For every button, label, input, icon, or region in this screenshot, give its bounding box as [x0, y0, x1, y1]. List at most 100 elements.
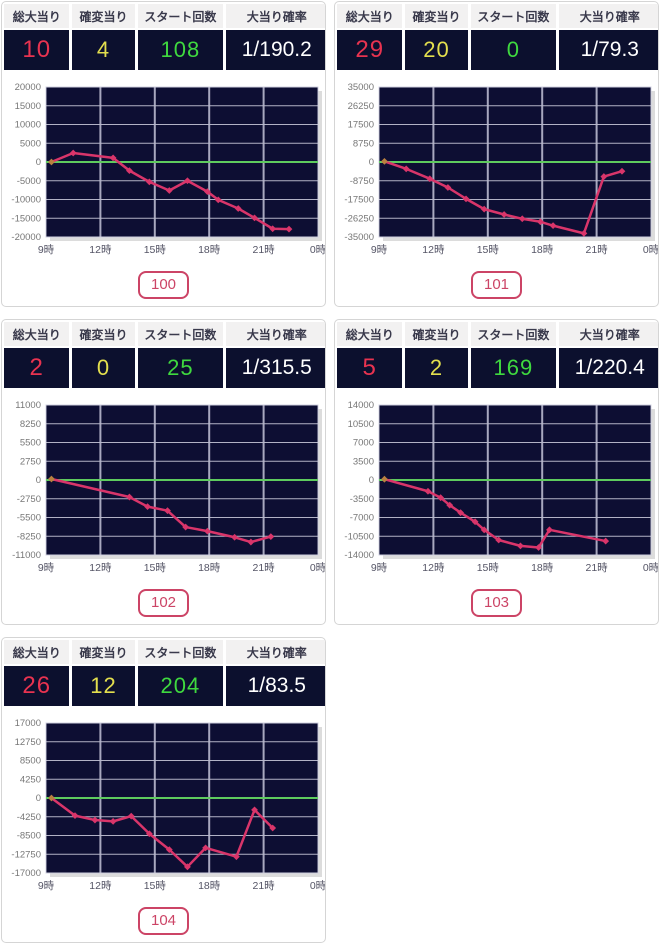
header-kakuhen-hits: 確変当り — [405, 4, 468, 28]
svg-text:12時: 12時 — [89, 244, 112, 256]
svg-text:-15000: -15000 — [11, 213, 41, 224]
svg-text:18時: 18時 — [198, 562, 221, 574]
header-start-count: スタート回数 — [137, 322, 224, 346]
header-jackpot-rate: 大当り確率 — [226, 4, 325, 28]
header-kakuhen-hits: 確変当り — [72, 640, 135, 664]
stat-start-count: 25 — [137, 348, 224, 388]
stats-table: 総大当り 確変当り スタート回数 大当り確率 10 4 108 1/190.2 — [4, 4, 325, 70]
payout-line-chart: 11000 8250 5500 2750 0 -2750 -5500 -8250 -110009… — [12, 400, 326, 574]
svg-text:35000: 35000 — [348, 82, 374, 93]
stat-total-jackpots: 5 — [337, 348, 403, 388]
svg-text:8250: 8250 — [20, 419, 41, 430]
svg-text:0時: 0時 — [643, 562, 659, 574]
svg-text:4250: 4250 — [20, 774, 41, 785]
machine-panel: 総大当り 確変当り スタート回数 大当り確率 26 12 204 1/83.5 … — [1, 637, 326, 943]
header-total-jackpots: 総大当り — [337, 322, 403, 346]
svg-text:9時: 9時 — [38, 244, 55, 256]
svg-text:9時: 9時 — [371, 562, 388, 574]
badge-row: 103 — [337, 589, 656, 617]
svg-text:8750: 8750 — [353, 138, 374, 149]
badge-row: 100 — [4, 271, 323, 299]
svg-text:10000: 10000 — [15, 120, 41, 131]
svg-text:-10500: -10500 — [344, 531, 374, 542]
svg-text:3500: 3500 — [353, 456, 374, 467]
svg-text:-10000: -10000 — [11, 195, 41, 206]
svg-text:0: 0 — [369, 157, 374, 168]
stats-table: 総大当り 確変当り スタート回数 大当り確率 26 12 204 1/83.5 — [4, 640, 325, 706]
svg-text:17500: 17500 — [348, 120, 374, 131]
header-start-count: スタート回数 — [470, 322, 557, 346]
svg-text:2750: 2750 — [20, 456, 41, 467]
svg-text:-2750: -2750 — [17, 494, 41, 505]
header-start-count: スタート回数 — [470, 4, 557, 28]
svg-text:-4250: -4250 — [17, 812, 41, 823]
svg-text:11000: 11000 — [15, 400, 41, 411]
stat-total-jackpots: 26 — [4, 666, 70, 706]
svg-text:-7000: -7000 — [350, 513, 374, 524]
stat-start-count: 0 — [470, 30, 557, 70]
header-start-count: スタート回数 — [137, 640, 224, 664]
svg-text:0: 0 — [36, 157, 41, 168]
machine-number-badge[interactable]: 100 — [137, 271, 190, 299]
svg-text:7000: 7000 — [353, 438, 374, 449]
machine-number-badge[interactable]: 101 — [470, 271, 523, 299]
payout-line-chart: 35000 26250 17500 8750 0 -8750 -17500 -26250 -35… — [344, 82, 658, 256]
stat-jackpot-rate: 1/315.5 — [226, 348, 325, 388]
svg-text:-5000: -5000 — [17, 176, 41, 187]
svg-text:0時: 0時 — [310, 562, 326, 574]
svg-text:18時: 18時 — [531, 244, 554, 256]
header-jackpot-rate: 大当り確率 — [559, 322, 658, 346]
payout-line-chart: 17000 12750 8500 4250 0 -4250 -8500 -12750 -1700… — [11, 718, 325, 892]
svg-text:-12750: -12750 — [11, 849, 41, 860]
svg-text:-35000: -35000 — [344, 232, 374, 243]
svg-text:21時: 21時 — [586, 244, 609, 256]
svg-text:15000: 15000 — [15, 101, 41, 112]
machine-number-badge[interactable]: 102 — [137, 589, 190, 617]
machine-number-badge[interactable]: 103 — [470, 589, 523, 617]
svg-text:-8750: -8750 — [350, 176, 374, 187]
payout-line-chart: 20000 15000 10000 5000 0 -5000 -10000 -15000 -20… — [11, 82, 325, 256]
svg-text:17000: 17000 — [15, 718, 41, 729]
svg-text:15時: 15時 — [144, 880, 167, 892]
payout-line-chart: 14000 10500 7000 3500 0 -3500 -7000 -10500 -1400… — [344, 400, 659, 574]
svg-text:12時: 12時 — [422, 244, 445, 256]
svg-text:-3500: -3500 — [350, 494, 374, 505]
stat-kakuhen-hits: 0 — [72, 348, 135, 388]
svg-text:20000: 20000 — [15, 82, 41, 93]
header-kakuhen-hits: 確変当り — [72, 4, 135, 28]
stats-table: 総大当り 確変当り スタート回数 大当り確率 5 2 169 1/220.4 — [337, 322, 658, 388]
svg-text:15時: 15時 — [144, 244, 167, 256]
machine-panel: 総大当り 確変当り スタート回数 大当り確率 10 4 108 1/190.2 … — [1, 1, 326, 307]
badge-row: 104 — [4, 907, 323, 935]
svg-text:-17500: -17500 — [344, 195, 374, 206]
header-kakuhen-hits: 確変当り — [405, 322, 468, 346]
stat-start-count: 108 — [137, 30, 224, 70]
machine-panel: 総大当り 確変当り スタート回数 大当り確率 29 20 0 1/79.3 35… — [334, 1, 659, 307]
stat-start-count: 204 — [137, 666, 224, 706]
svg-text:15時: 15時 — [477, 244, 500, 256]
stat-jackpot-rate: 1/220.4 — [559, 348, 658, 388]
stat-jackpot-rate: 1/190.2 — [226, 30, 325, 70]
svg-text:21時: 21時 — [586, 562, 609, 574]
svg-text:12時: 12時 — [89, 880, 112, 892]
svg-text:0: 0 — [369, 475, 374, 486]
stat-jackpot-rate: 1/83.5 — [226, 666, 325, 706]
badge-row: 102 — [4, 589, 323, 617]
machine-panel: 総大当り 確変当り スタート回数 大当り確率 2 0 25 1/315.5 11… — [1, 319, 326, 625]
machine-number-badge[interactable]: 104 — [137, 907, 190, 935]
stats-table: 総大当り 確変当り スタート回数 大当り確率 2 0 25 1/315.5 — [4, 322, 325, 388]
svg-text:10500: 10500 — [348, 419, 374, 430]
stat-total-jackpots: 10 — [4, 30, 70, 70]
svg-text:5500: 5500 — [20, 438, 41, 449]
machine-panel: 総大当り 確変当り スタート回数 大当り確率 5 2 169 1/220.4 1… — [334, 319, 659, 625]
svg-text:-8250: -8250 — [17, 531, 41, 542]
badge-row: 101 — [337, 271, 656, 299]
svg-text:12750: 12750 — [15, 737, 41, 748]
svg-text:-11000: -11000 — [12, 550, 41, 561]
svg-text:5000: 5000 — [20, 138, 41, 149]
stat-kakuhen-hits: 4 — [72, 30, 135, 70]
header-total-jackpots: 総大当り — [4, 322, 70, 346]
svg-text:-14000: -14000 — [344, 550, 374, 561]
stat-kakuhen-hits: 2 — [405, 348, 468, 388]
